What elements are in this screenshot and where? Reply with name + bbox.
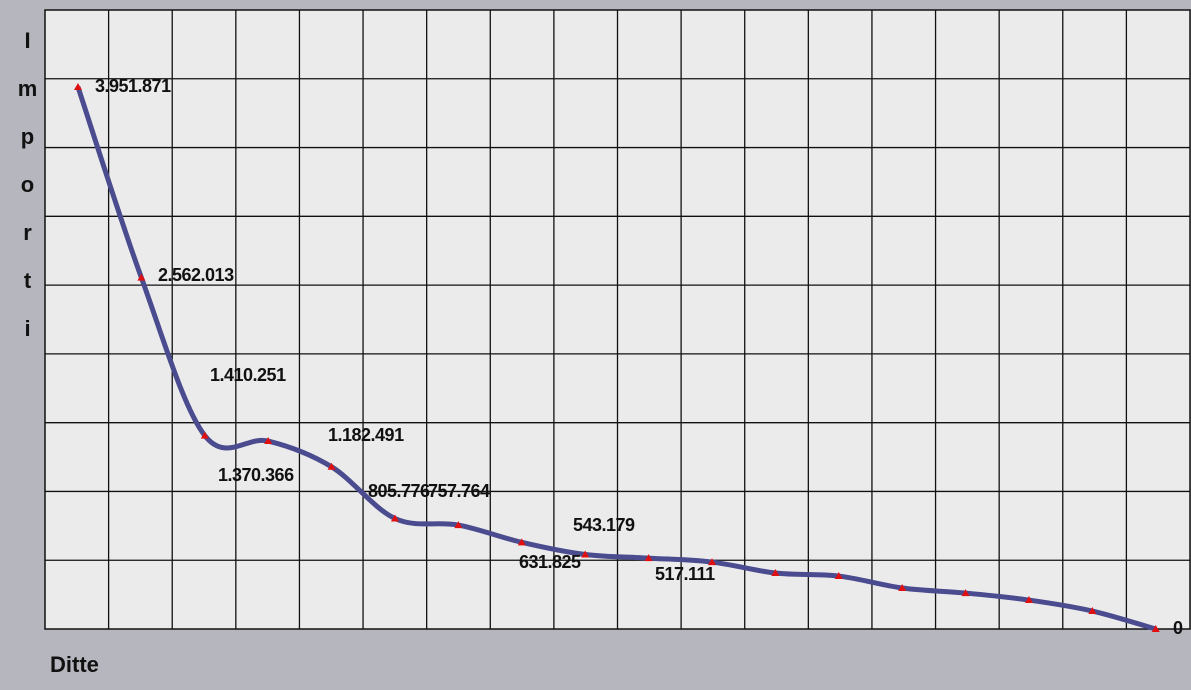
- marker: [327, 462, 336, 470]
- marker: [771, 569, 780, 577]
- marker: [137, 273, 146, 281]
- data-label: 805.776: [368, 481, 430, 501]
- marker: [1024, 596, 1033, 604]
- marker: [390, 514, 399, 522]
- marker: [200, 431, 209, 439]
- data-label: 517.111: [655, 564, 715, 584]
- marker: [898, 583, 907, 591]
- data-label: 1.182.491: [328, 425, 404, 445]
- data-label: 2.562.013: [158, 265, 234, 285]
- marker: [1088, 607, 1097, 615]
- data-label: 757.764: [428, 481, 490, 501]
- x-axis-label: Ditte: [50, 652, 99, 677]
- data-label: 0: [1173, 618, 1183, 638]
- marker: [1151, 625, 1160, 632]
- data-label: 543.179: [573, 515, 635, 535]
- y-axis-label: Importi: [15, 28, 40, 364]
- data-label: 1.370.366: [218, 465, 294, 485]
- marker: [264, 437, 273, 445]
- data-label: 631.825: [519, 552, 581, 572]
- marker: [73, 82, 82, 90]
- marker: [517, 538, 526, 546]
- marker: [961, 589, 970, 597]
- marker: [707, 558, 716, 566]
- data-label: 3.951.871: [95, 76, 171, 96]
- marker: [581, 550, 590, 558]
- marker: [454, 521, 463, 529]
- marker: [834, 572, 843, 580]
- marker: [644, 554, 653, 562]
- data-label: 1.410.251: [210, 365, 286, 385]
